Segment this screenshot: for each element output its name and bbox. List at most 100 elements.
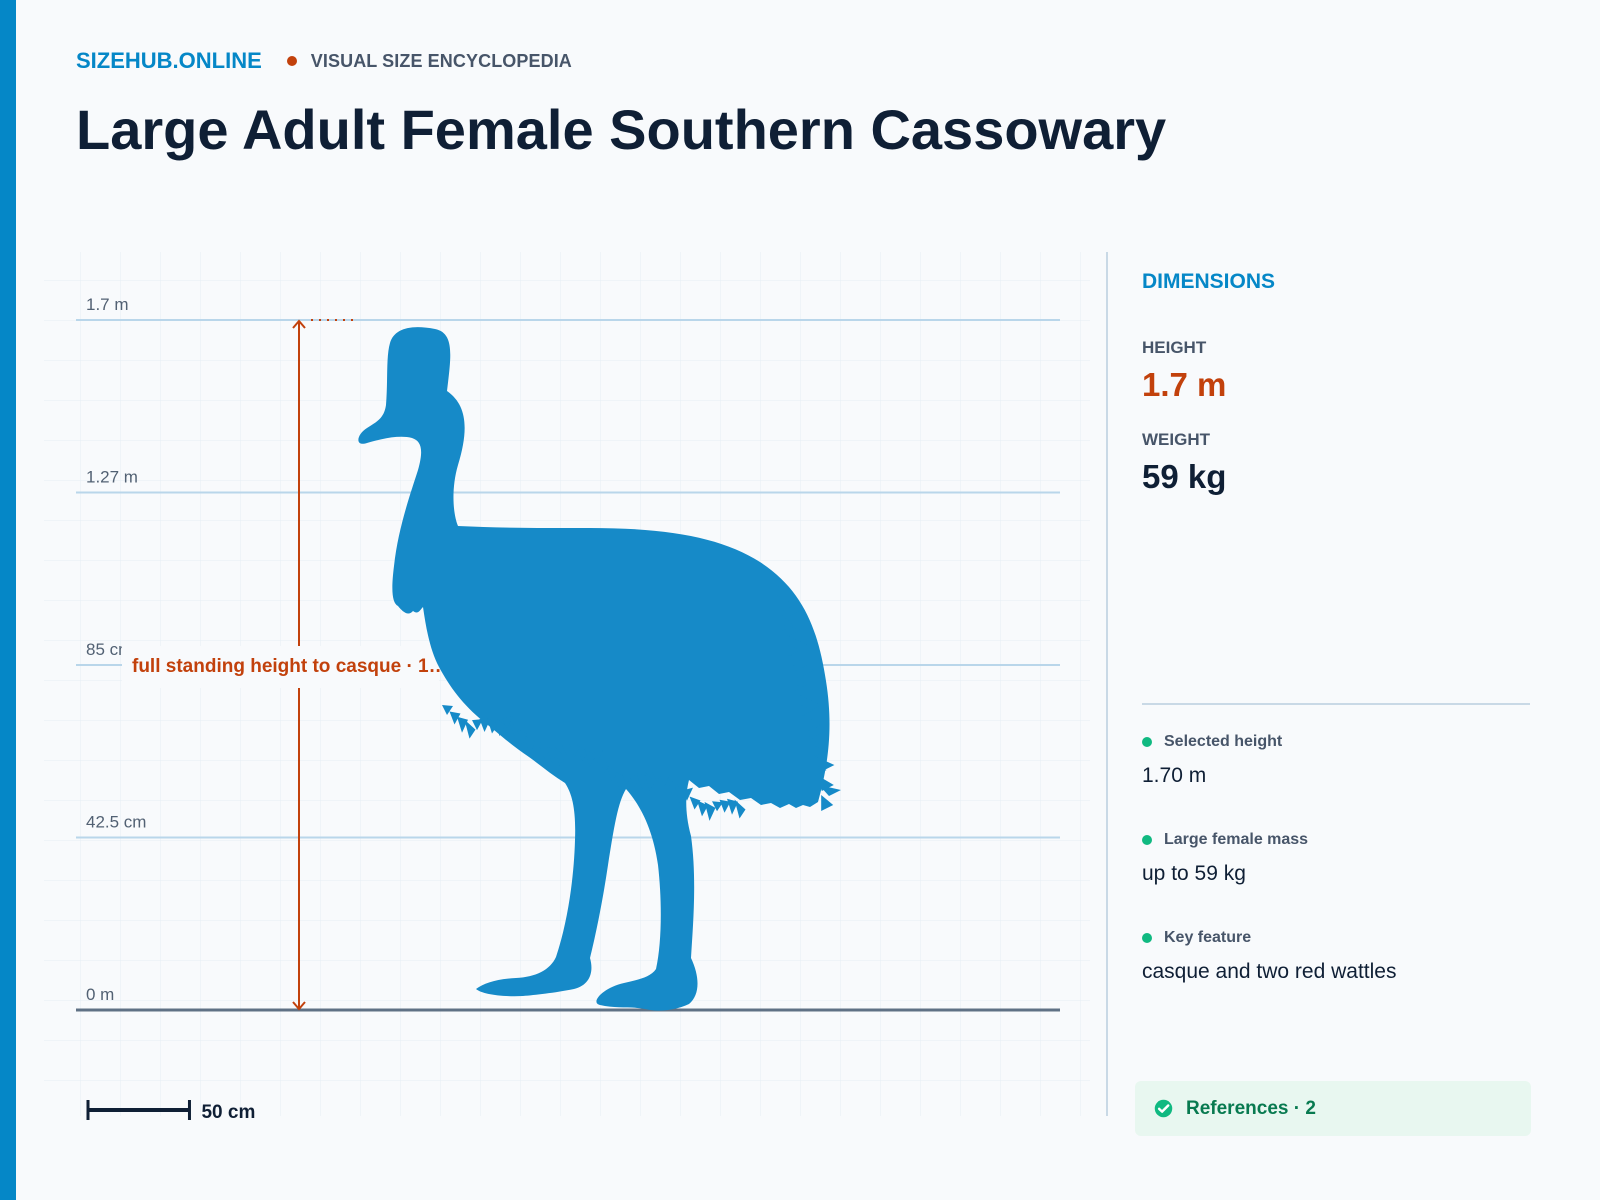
feather-tip xyxy=(487,717,498,734)
cassowary-silhouette-icon xyxy=(358,327,841,1011)
feather-tip xyxy=(812,755,835,771)
feather-tip xyxy=(712,801,723,812)
scale-bar-label: 50 cm xyxy=(201,1102,255,1123)
feather-tip xyxy=(805,725,828,736)
feather-tip xyxy=(509,722,521,736)
feather-tip xyxy=(644,771,656,791)
status-dot-icon xyxy=(1142,933,1152,943)
height-tick-label: 1.7 m xyxy=(86,295,129,314)
feather-fringe xyxy=(442,585,841,821)
feather-tip xyxy=(652,770,663,782)
left-accent-bar xyxy=(0,0,16,1200)
feather-tip xyxy=(788,645,801,656)
feather-tip xyxy=(577,744,588,761)
status-dot-icon xyxy=(1142,737,1152,747)
feather-tip xyxy=(614,771,626,791)
site-brand-link[interactable]: SIZEHUB.ONLINE xyxy=(76,48,262,73)
measurement-top-arrow-icon xyxy=(292,319,306,329)
feather-tip xyxy=(734,799,746,819)
height-tick-label: 1.27 m xyxy=(86,468,138,487)
feather-tip xyxy=(727,798,738,815)
feather-tip xyxy=(719,799,731,813)
brand-separator-dot xyxy=(286,56,297,66)
feather-tip xyxy=(532,741,543,752)
feather-tip xyxy=(810,745,828,756)
scale-bar: 50 cm xyxy=(86,1100,255,1123)
feather-tip xyxy=(799,695,822,711)
feather-tip xyxy=(667,777,678,794)
feather-tip xyxy=(808,735,820,751)
references-button[interactable]: References · 2 xyxy=(1135,1081,1531,1136)
fact-label-row: Key feature xyxy=(1142,928,1530,948)
feather-tip xyxy=(569,744,581,758)
height-value: 1.7 m xyxy=(1142,366,1227,403)
fact-label: Key feature xyxy=(1164,929,1252,946)
feather-tip xyxy=(599,759,611,773)
panel-divider xyxy=(1106,252,1108,1116)
feather-tip xyxy=(781,615,794,631)
fact-value: 1.70 m xyxy=(1142,764,1207,787)
weight-value: 59 kg xyxy=(1142,458,1227,495)
check-circle-icon xyxy=(1154,1099,1173,1118)
feather-tip xyxy=(479,718,491,732)
feather-tip xyxy=(792,665,815,676)
measurement-layer: full standing height to casque · 1… xyxy=(122,319,448,1011)
fact-label-row: Selected height xyxy=(1142,732,1530,752)
feather-tip xyxy=(517,729,528,746)
fact-key-feature: Key feature casque and two red wattles xyxy=(1142,928,1530,985)
feather-tip xyxy=(622,774,633,785)
fact-label: Selected height xyxy=(1164,733,1283,750)
feather-tip xyxy=(629,774,641,788)
feather-tip xyxy=(524,735,536,755)
feather-tip xyxy=(562,744,573,756)
height-tick-label: 85 cm xyxy=(86,640,132,659)
feather-tip xyxy=(637,773,648,790)
height-tick-label: 42.5 cm xyxy=(86,813,146,832)
feather-tip xyxy=(779,605,802,616)
feather-tip xyxy=(659,773,671,787)
weight-label: WEIGHT xyxy=(1142,430,1210,449)
fact-label: Large female mass xyxy=(1164,831,1309,848)
feather-tip xyxy=(801,705,814,716)
status-dot-icon xyxy=(1142,835,1152,845)
feather-tip xyxy=(797,685,814,696)
measurement-label-background xyxy=(122,646,439,688)
feather-tip xyxy=(464,719,476,739)
feather-tip xyxy=(442,705,453,715)
feather-tip xyxy=(689,796,701,810)
feather-tip xyxy=(449,711,461,725)
measurement-bottom-arrow-icon xyxy=(292,1001,306,1011)
feather-tip xyxy=(607,766,618,783)
brand-header: SIZEHUB.ONLINE VISUAL SIZE ENCYCLOPEDIA xyxy=(76,46,572,76)
feather-tip xyxy=(592,750,603,764)
feather-tip xyxy=(494,717,506,737)
feather-tip xyxy=(819,785,841,796)
dimensions-title: DIMENSIONS xyxy=(1142,270,1276,293)
feather-tip xyxy=(704,801,716,821)
feather-tip xyxy=(554,746,566,766)
site-section-label: VISUAL SIZE ENCYCLOPEDIA xyxy=(310,50,572,71)
feather-tip xyxy=(814,765,827,776)
feather-tip xyxy=(472,719,483,731)
feather-tip xyxy=(786,635,808,651)
feather-tip xyxy=(682,787,693,801)
cassowary-silhouette-icon xyxy=(358,327,830,1011)
facts-divider xyxy=(1142,703,1530,705)
measurement-label: full standing height to casque · 1… xyxy=(132,656,448,677)
feather-tip xyxy=(783,625,801,636)
feather-tip xyxy=(794,675,807,691)
feather-tip xyxy=(547,747,558,764)
fact-value: casque and two red wattles xyxy=(1142,960,1397,983)
feather-tip xyxy=(584,747,596,767)
fact-selected-height: Selected height 1.70 m xyxy=(1142,732,1530,789)
page-title: Large Adult Female Southern Cassowary xyxy=(76,98,1167,161)
feather-tip xyxy=(775,585,787,596)
feather-tip xyxy=(674,783,686,803)
fact-value: up to 59 kg xyxy=(1142,862,1246,885)
height-tick-label: 0 m xyxy=(86,985,114,1004)
feather-tip xyxy=(502,715,513,729)
references-label: References · 2 xyxy=(1186,1097,1316,1119)
fact-large-female-mass: Large female mass up to 59 kg xyxy=(1142,830,1530,887)
